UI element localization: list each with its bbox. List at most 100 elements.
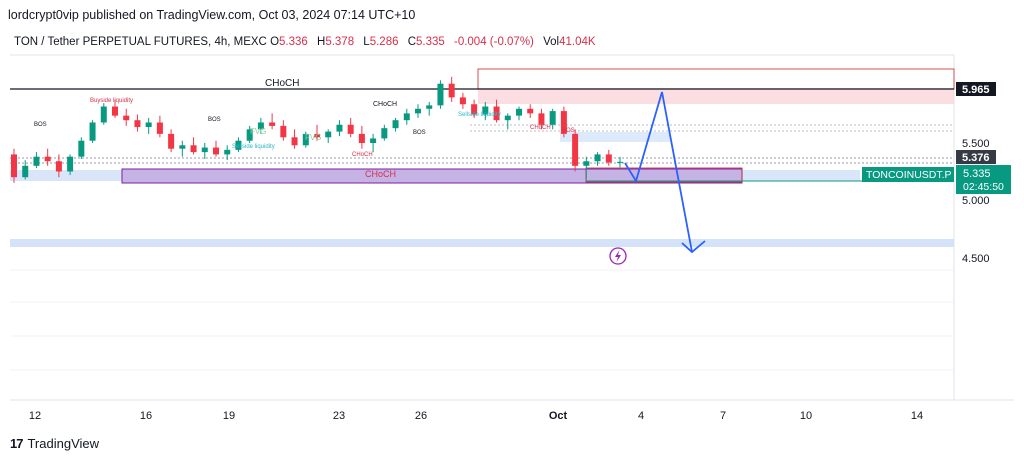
candle-body	[201, 147, 208, 153]
price-label-5376-bg	[956, 150, 996, 164]
candle-body	[504, 115, 511, 121]
candle-body	[560, 111, 567, 134]
candle-body	[336, 124, 343, 132]
candle-body	[145, 122, 152, 128]
lightning-icon[interactable]	[609, 247, 627, 265]
y-tick-5000: 5.000	[962, 195, 990, 207]
candlestick-series	[11, 76, 623, 183]
annotation-bos-4: BOS	[562, 128, 575, 134]
symbol-tag: TONCOINUSDT.P	[866, 169, 952, 181]
candle-body	[471, 104, 478, 115]
x-tick-label: 14	[911, 410, 923, 422]
projection-path	[624, 91, 693, 253]
close-label: C	[407, 36, 416, 48]
candle-body	[538, 113, 545, 125]
annotation-choch-mid: CHoCH	[373, 101, 397, 108]
price-label-5376: 5.376	[962, 152, 990, 164]
change-value: -0.004 (-0.07%)	[453, 36, 534, 48]
candle-body	[123, 115, 130, 121]
x-tick-label: 12	[29, 410, 41, 422]
open-value: 5.336	[279, 36, 308, 48]
y-tick-4500: 4.500	[962, 253, 990, 265]
low-label: L	[363, 36, 370, 48]
time-axis[interactable]: 12 16 19 23 26 Oct 4 7 10 14	[29, 410, 923, 422]
x-tick-label: 26	[415, 410, 427, 422]
candle-body	[549, 111, 556, 125]
annotation-fvg-1: FVG	[250, 127, 266, 136]
candle-body	[594, 154, 601, 162]
annotation-fvg-2: FVG	[305, 133, 321, 142]
candle-body	[67, 156, 74, 172]
candle-body	[257, 122, 264, 130]
candle-body	[190, 145, 197, 153]
candle-body	[527, 108, 534, 114]
annotation-choch-top: CHoCH	[265, 78, 299, 89]
candle-body	[269, 122, 276, 126]
sellside-zone-blue	[560, 132, 670, 142]
candle-body	[11, 154, 17, 178]
close-value: 5.335	[416, 36, 445, 48]
candle-body	[224, 149, 231, 155]
candle-body	[493, 106, 500, 121]
candle-body	[415, 108, 421, 114]
candle-body	[347, 124, 354, 134]
supply-zone-red	[478, 88, 954, 104]
candle-body	[246, 129, 253, 141]
candle-body	[370, 138, 377, 143]
candle-body	[235, 140, 242, 150]
x-tick-label: 7	[720, 410, 726, 422]
high-label: H	[317, 36, 326, 48]
price-label-5965: 5.965	[962, 84, 990, 96]
candle-body	[583, 161, 590, 166]
annotation-buyside-liquidity: Buyside liquidity	[90, 98, 133, 104]
tradingview-logo-icon: 17	[10, 436, 24, 451]
candle-body	[426, 105, 433, 109]
candle-body	[358, 133, 365, 143]
candle-body	[22, 165, 29, 178]
x-tick-label: 10	[800, 410, 812, 422]
annotation-sellside-liquidity-1: Sellside liquidity	[232, 144, 275, 150]
target-zone-blue	[10, 239, 954, 247]
annotation-bos-1: BOS	[34, 122, 47, 128]
candle-body	[448, 83, 455, 98]
candle-body	[179, 145, 186, 149]
footer-brand: 17 TradingView	[10, 436, 99, 451]
low-value: 5.286	[369, 36, 399, 48]
price-label-5335-bg	[956, 165, 1011, 194]
volume-label: Vol	[543, 36, 560, 48]
projection-arrowhead	[681, 240, 706, 254]
annotation-sellside-liquidity-2: Sellside liquidity	[458, 112, 501, 118]
candle-body	[168, 133, 175, 149]
symbol-tag-bg	[862, 167, 954, 182]
candle-body	[134, 120, 141, 128]
candle-body	[392, 120, 399, 129]
x-tick-label: 23	[333, 410, 345, 422]
candle-body	[605, 154, 612, 163]
chart-grid	[10, 54, 1014, 401]
candle-body	[280, 125, 287, 138]
high-value: 5.378	[325, 36, 355, 48]
candle-body	[459, 97, 466, 105]
footer-brand-text: TradingView	[27, 436, 100, 451]
annotation-choch-small: CHoCH	[352, 152, 373, 158]
candle-body	[437, 83, 444, 106]
candle-body	[482, 106, 489, 115]
candle-body	[291, 137, 298, 146]
annotation-bos-3: BOS	[413, 130, 426, 136]
x-tick-label: 4	[638, 410, 644, 422]
candle-body	[33, 156, 40, 166]
annotation-choch-purple: CHoCH	[365, 169, 396, 179]
candle-body	[381, 128, 388, 139]
x-tick-label: 16	[140, 410, 152, 422]
y-tick-5500: 5.500	[962, 138, 990, 150]
open-label: O	[270, 36, 280, 48]
countdown-label: 02:45:50	[963, 181, 1004, 193]
symbol-name: TON / Tether PERPETUAL FUTURES, 4h, MEXC	[14, 36, 267, 48]
order-block-red	[477, 68, 955, 90]
annotation-choch-right: CHoCH	[530, 125, 551, 131]
candle-body	[403, 113, 410, 121]
price-label-5965-bg	[956, 82, 996, 96]
volume-value: 41.04K	[559, 36, 596, 48]
annotation-bos-2: BOS	[208, 117, 221, 123]
